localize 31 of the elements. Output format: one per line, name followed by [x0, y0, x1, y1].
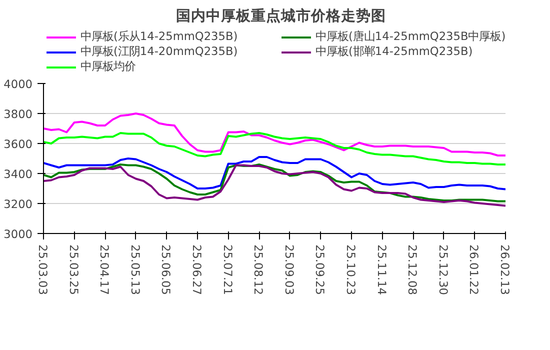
legend-label: 中厚板(乐从14-25mmQ235B): [80, 29, 239, 44]
y-tick-label: 4000: [4, 77, 33, 91]
x-tick-label: 25.09.03: [282, 244, 296, 295]
chart-title: 国内中厚板重点城市价格走势图: [176, 6, 386, 24]
x-tick-label: 25.06.27: [190, 244, 204, 295]
legend-label: 中厚板均价: [80, 59, 136, 74]
x-tick-label: 25.06.05: [159, 244, 174, 295]
x-tick-label: 25.03.03: [36, 244, 50, 295]
x-tick-label: 25.04.17: [98, 244, 112, 295]
x-tick-label: 25.10.23: [344, 244, 358, 295]
legend-label: 中厚板(唐山14-25mmQ235B中厚板): [316, 29, 507, 44]
x-tick-label: 25.08.12: [252, 244, 266, 295]
y-tick-label: 3800: [4, 107, 33, 121]
x-tick-label: 25.05.13: [128, 244, 142, 295]
y-tick-label: 3200: [4, 197, 33, 211]
y-tick-label: 3400: [4, 167, 33, 181]
x-tick-label: 25.03.25: [66, 244, 81, 295]
x-tick-label: 25.07.21: [220, 244, 235, 295]
y-tick-label: 3600: [4, 137, 33, 151]
y-tick-label: 3000: [4, 227, 33, 241]
x-tick-label: 25.09.25: [313, 244, 328, 295]
line-series: [44, 156, 506, 190]
line-series: [44, 132, 506, 166]
x-tick-label: 25.12.30: [436, 244, 450, 295]
x-tick-label: 26.02.13: [498, 244, 512, 295]
legend-label: 中厚板(江阴14-20mmQ235B): [80, 44, 239, 59]
x-tick-label: 26.01.22: [467, 244, 482, 295]
line-series: [44, 112, 506, 156]
legend-label: 中厚板(邯郸14-25mmQ235B): [316, 44, 474, 59]
x-tick-label: 25.11.14: [374, 244, 389, 295]
x-tick-label: 25.12.08: [406, 244, 420, 295]
